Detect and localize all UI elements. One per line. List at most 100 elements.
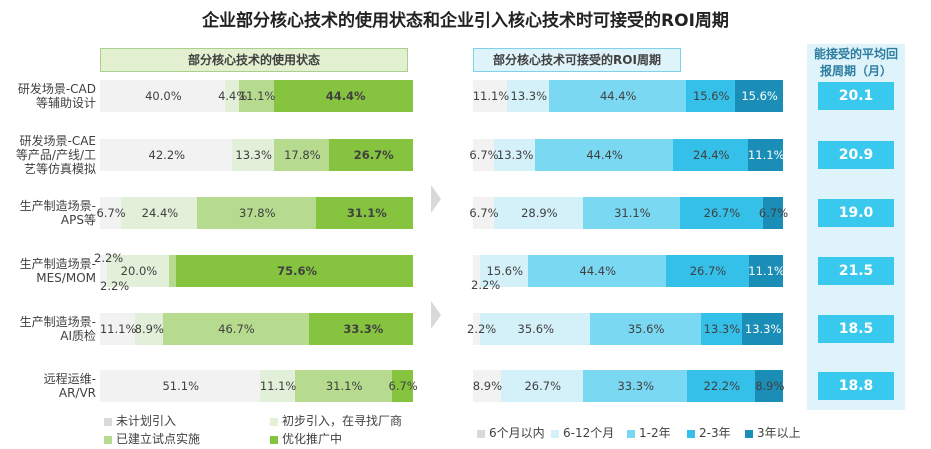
usage-data-label: 51.1% [162,379,200,393]
roi-bar-segment [500,370,584,402]
usage-bar-segment [100,255,107,287]
category-label: 研发场景-CAD 等辅助设计 [0,82,96,110]
usage-data-label: 46.7% [218,322,255,336]
roi-bar-segment [734,80,783,112]
roi-bar-track [473,370,783,402]
usage-data-label: 31.1% [325,379,363,393]
legend-swatch [551,429,559,438]
roi-bar-segment [583,197,680,229]
usage-bar-segment [308,313,413,345]
avg-roi-value: 18.5 [818,315,894,343]
roi-data-label: 33.3% [617,379,655,393]
roi-bar-segment [700,313,742,345]
avg-roi-value: 20.9 [818,141,894,169]
roi-data-label: 22.2% [703,379,741,393]
avg-roi-value: 19.0 [818,199,894,227]
usage-bar-segment [259,370,295,402]
legend-swatch [687,429,695,438]
chart-title: 企业部分核心技术的使用状态和企业引入核心技术时可接受的ROI周期 [202,11,729,31]
category-label: 生产制造场景- APS等 [0,199,96,227]
roi-bar-track [473,255,783,287]
roi-data-label: 15.6% [692,89,730,103]
usage-data-label: 17.8% [284,148,321,162]
roi-bar-segment [686,370,756,402]
roi-bar-segment [507,80,549,112]
roi-data-label: 6.7% [469,148,499,162]
roi-data-label: 44.4% [599,89,637,103]
usage-data-label: 13.3% [235,148,272,162]
roi-data-label: 2.2% [471,278,501,292]
legend-item: 3年以上 [745,424,801,441]
avg-roi-header-line-2: 报周期（月） [819,64,892,78]
roi-data-label: 11.1% [747,148,785,162]
usage-bar-segment [197,197,316,229]
roi-data-label: 44.4% [586,148,623,162]
usage-bar-segment [169,255,177,287]
roi-bar-segment [479,313,591,345]
legend-swatch [270,435,278,444]
legend-label: 未计划引入 [116,414,177,428]
roi-bar-segment [741,313,783,345]
roi-data-label: 11.1% [748,264,785,278]
avg-roi-column [807,80,905,410]
roi-data-label: 13.3% [744,322,782,336]
roi-bar-segment [479,255,529,287]
usage-bar-track [100,80,413,112]
roi-data-label: 13.3% [496,148,534,162]
usage-bar-segment [100,139,233,171]
legend-label: 1-2年 [639,426,671,440]
roi-bar-segment [473,313,480,345]
legend-label: 已建立试点实施 [116,432,201,446]
roi-bar-segment [473,370,501,402]
legend-item: 优化推广中 [270,430,342,447]
legend-item: 6个月以内 [477,424,545,441]
roi-bar-segment [548,80,687,112]
usage-data-label: 6.7% [388,379,418,393]
usage-bar-segment [100,370,260,402]
category-label-line: 生产制造场景- [19,257,96,271]
legend-label: 优化推广中 [282,432,343,446]
roi-data-label: 13.3% [703,322,741,336]
roi-data-label: 6.7% [758,206,789,220]
legend-item: 初步引入，在寻找厂商 [270,412,402,429]
legend-label: 3年以上 [757,426,801,440]
roi-data-label: 11.1% [472,89,510,103]
legend-label: 6-12个月 [563,426,615,440]
usage-bar-segment [329,139,413,171]
roi-panel-title: 部分核心技术可接受的ROI周期 [473,48,681,72]
roi-bar-segment [590,313,701,345]
usage-data-label: 26.7% [353,148,394,162]
roi-bar-segment [686,80,735,112]
usage-bar-track [100,370,413,402]
category-label: 远程运维- AR/VR [0,372,96,400]
category-label: 生产制造场景- AI质检 [0,315,96,343]
usage-bar-segment [225,80,239,112]
category-label-line: AR/VR [58,386,96,400]
category-label-line: MES/MOM [36,271,96,285]
roi-bar-segment [679,197,763,229]
category-label-line: APS等 [60,213,96,227]
legend-label: 6个月以内 [489,426,545,440]
usage-data-label: 11.1% [259,379,297,393]
usage-bar-segment [100,80,226,112]
roi-bar-track [473,139,783,171]
roi-data-label: 35.6% [517,322,555,336]
usage-bar-track [100,255,413,287]
roi-bar-segment [535,139,673,171]
roi-data-label: 24.4% [692,148,730,162]
category-label-line: 生产制造场景- [19,199,96,213]
roi-bar-segment [748,139,783,171]
usage-data-label: 31.1% [346,206,387,220]
legend-swatch [745,429,753,438]
usage-bar-segment [315,197,413,229]
roi-bar-segment [528,255,666,287]
avg-roi-value: 20.1 [818,82,894,110]
roi-data-label: 6.7% [469,206,499,220]
usage-bar-segment [162,313,309,345]
category-label-line: 研发场景-CAD [17,82,96,96]
avg-roi-header: 能接受的平均回 报周期（月） [807,44,905,82]
roi-bar-segment [473,139,494,171]
usage-data-label: 20.0% [120,264,158,278]
usage-panel-title: 部分核心技术的使用状态 [100,48,408,72]
usage-data-label: 37.8% [239,206,276,220]
